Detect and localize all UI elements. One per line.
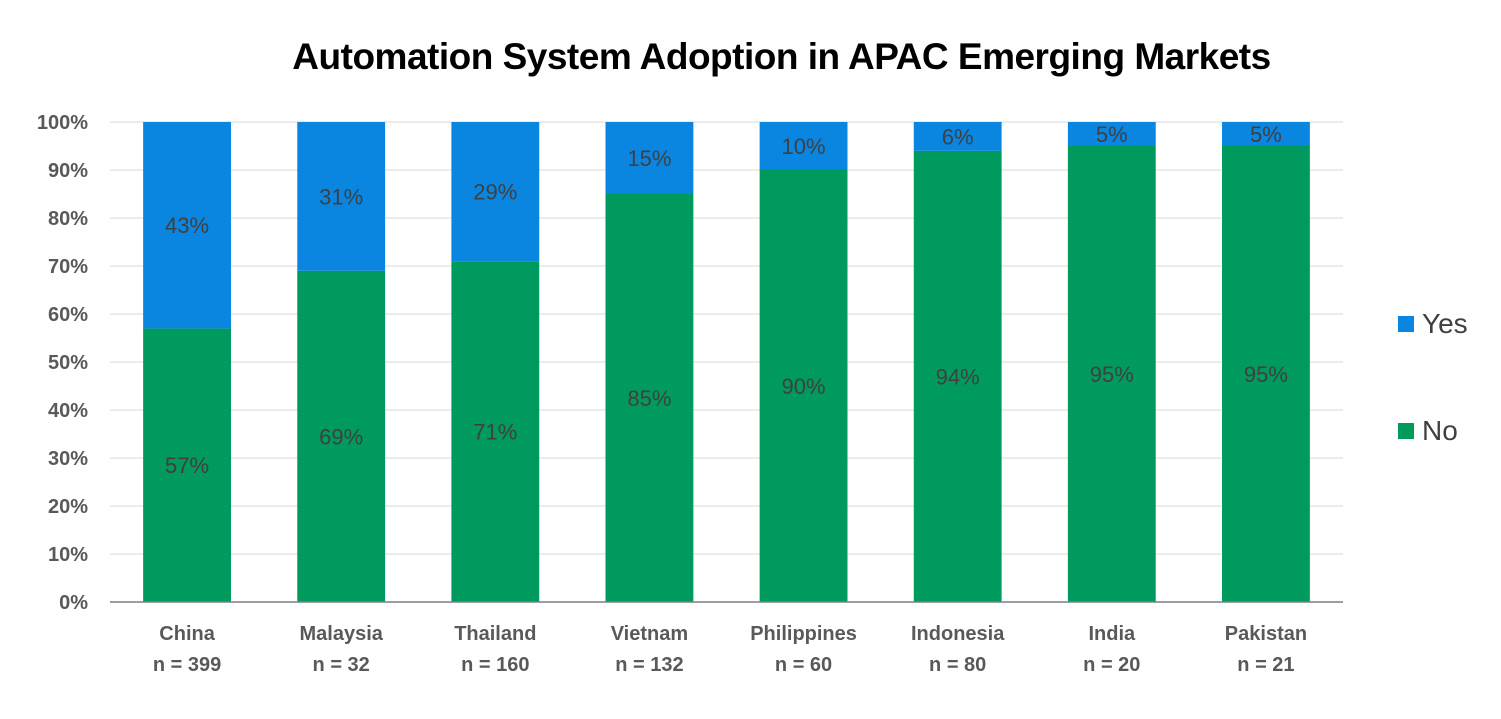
x-sample-size-label: n = 160 bbox=[461, 654, 529, 676]
x-category-label: Indonesia bbox=[911, 623, 1005, 645]
bar-no bbox=[297, 270, 386, 602]
x-sample-size-label: n = 399 bbox=[153, 654, 221, 676]
y-tick-label: 60% bbox=[48, 304, 88, 326]
data-label-yes: 31% bbox=[319, 184, 363, 209]
y-tick-label: 10% bbox=[48, 544, 88, 566]
data-label-yes: 5% bbox=[1250, 122, 1282, 147]
data-label-no: 71% bbox=[473, 420, 517, 445]
x-axis-categories: China n = 399 Malaysia n = 32 Thailand n = 16… bbox=[153, 623, 1307, 676]
x-sample-size-label: n = 21 bbox=[1237, 654, 1294, 676]
y-tick-label: 100% bbox=[37, 112, 88, 134]
data-label-no: 69% bbox=[319, 424, 363, 449]
x-category-label: China bbox=[159, 623, 215, 645]
legend-item-no: No bbox=[1398, 415, 1468, 446]
gridlines bbox=[110, 121, 1343, 555]
x-category-label: Pakistan bbox=[1225, 623, 1307, 645]
x-sample-size-label: n = 60 bbox=[775, 654, 832, 676]
legend: Yes No bbox=[1398, 308, 1468, 524]
bar-yes bbox=[605, 122, 694, 194]
bar-yes bbox=[1067, 122, 1156, 146]
x-category-label: Malaysia bbox=[299, 623, 383, 645]
data-label-yes: 10% bbox=[782, 134, 826, 159]
x-category-label: Thailand bbox=[454, 623, 536, 645]
legend-label-yes: Yes bbox=[1422, 308, 1468, 339]
legend-label-no: No bbox=[1422, 415, 1458, 446]
data-label-yes: 5% bbox=[1096, 122, 1128, 147]
y-tick-label: 80% bbox=[48, 208, 88, 230]
x-category-label: Philippines bbox=[750, 623, 857, 645]
data-label-yes: 6% bbox=[942, 124, 974, 149]
bar-yes bbox=[1222, 122, 1310, 146]
bars bbox=[143, 122, 1310, 603]
y-tick-label: 50% bbox=[48, 352, 88, 374]
x-category-label: Vietnam bbox=[611, 623, 688, 645]
bar-no bbox=[451, 261, 540, 602]
data-label-no: 95% bbox=[1090, 362, 1134, 387]
chart-title: Automation System Adoption in APAC Emerg… bbox=[292, 36, 1271, 77]
bar-yes bbox=[297, 122, 386, 271]
x-sample-size-label: n = 80 bbox=[929, 654, 986, 676]
data-labels: 57% 43% 69% 31% 71% 29% 85% 15% 90% 10% 94% 6% 95% 5%… bbox=[165, 122, 1288, 478]
data-label-yes: 15% bbox=[627, 146, 671, 171]
x-sample-size-label: n = 32 bbox=[313, 654, 370, 676]
bar-yes bbox=[759, 122, 848, 170]
y-axis-ticks: 0% 10% 20% 30% 40% 50% 60% 70% 80% 90% 100% bbox=[37, 112, 88, 614]
bar-yes bbox=[143, 122, 231, 329]
legend-swatch-no bbox=[1398, 423, 1414, 439]
bar-yes bbox=[913, 122, 1002, 151]
bar-no bbox=[1067, 146, 1156, 602]
data-label-no: 85% bbox=[627, 386, 671, 411]
legend-item-yes: Yes bbox=[1398, 308, 1468, 339]
bar-no bbox=[1222, 146, 1310, 602]
y-tick-label: 30% bbox=[48, 448, 88, 470]
data-label-no: 90% bbox=[782, 374, 826, 399]
y-tick-label: 0% bbox=[59, 592, 88, 614]
bar-no bbox=[605, 194, 694, 602]
bar-yes bbox=[451, 122, 540, 262]
data-label-yes: 43% bbox=[165, 213, 209, 238]
y-tick-label: 70% bbox=[48, 256, 88, 278]
x-sample-size-label: n = 20 bbox=[1083, 654, 1140, 676]
data-label-no: 57% bbox=[165, 453, 209, 478]
bar-no bbox=[913, 150, 1002, 603]
x-sample-size-label: n = 132 bbox=[615, 654, 683, 676]
x-category-label: India bbox=[1088, 623, 1136, 645]
bar-no bbox=[759, 170, 848, 602]
data-label-no: 95% bbox=[1244, 362, 1288, 387]
y-tick-label: 20% bbox=[48, 496, 88, 518]
bar-no bbox=[143, 328, 231, 602]
legend-swatch-yes bbox=[1398, 316, 1414, 332]
data-label-yes: 29% bbox=[473, 180, 517, 205]
y-tick-label: 90% bbox=[48, 160, 88, 182]
data-label-no: 94% bbox=[936, 364, 980, 389]
y-tick-label: 40% bbox=[48, 400, 88, 422]
